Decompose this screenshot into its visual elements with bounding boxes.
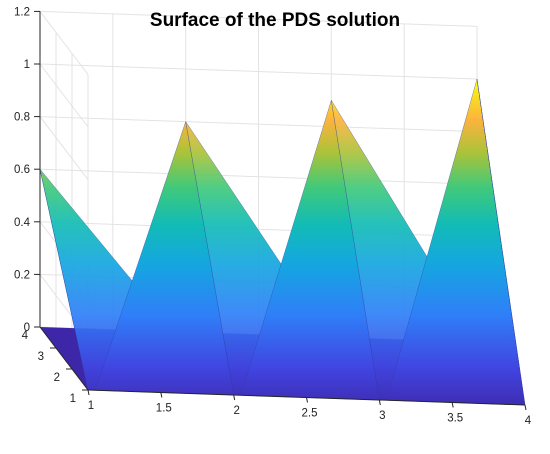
x-tick-mark [451, 402, 454, 408]
x-tick-mark [524, 404, 527, 411]
y-tick-label: 3 [38, 351, 44, 363]
x-tick-mark [160, 392, 163, 398]
z-tick-label: 0.6 [14, 164, 30, 176]
z-tick-label: 1 [24, 59, 30, 71]
y-axis-line [39, 326, 89, 391]
x-tick-mark [233, 394, 236, 401]
x-tick-label: 3.5 [447, 413, 463, 425]
x-tick-mark [378, 399, 381, 406]
x-tick-label: 2.5 [302, 408, 318, 420]
z-tick-label: 0.8 [14, 112, 30, 124]
z-tick-label: 0.2 [14, 269, 30, 281]
axes [34, 10, 527, 411]
y-tick-label: 2 [54, 372, 60, 384]
surface-mesh [39, 78, 526, 406]
surface-face [476, 78, 526, 406]
x-tick-label: 2 [233, 405, 239, 417]
x-tick-label: 4 [525, 415, 532, 427]
y-tick-label: 1 [70, 393, 76, 405]
x-tick-mark [306, 397, 308, 403]
z-tick-label: 0.4 [14, 217, 31, 229]
z-tick-label: 1.2 [14, 6, 30, 18]
x-tick-label: 1 [88, 400, 94, 412]
x-tick-label: 1.5 [156, 403, 172, 415]
x-tick-mark [87, 389, 90, 396]
chart-title: Surface of the PDS solution [150, 10, 400, 31]
z-tick-label: 0 [24, 322, 30, 334]
y-tick-label: 4 [22, 330, 29, 342]
x-tick-label: 3 [379, 410, 385, 422]
